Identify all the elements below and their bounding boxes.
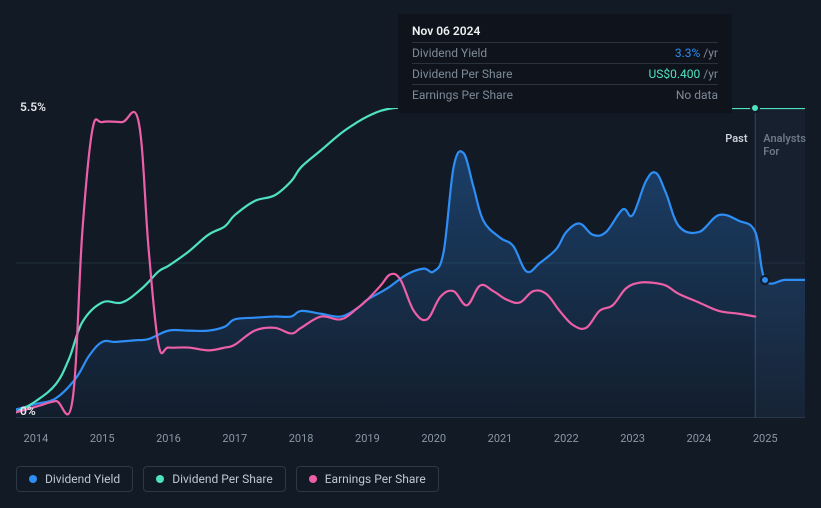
x-axis-tick: 2015 xyxy=(90,432,115,445)
legend-dot-icon xyxy=(156,475,164,483)
x-axis-tick: 2018 xyxy=(289,432,314,445)
legend-dot-icon xyxy=(29,475,37,483)
x-axis-tick: 2022 xyxy=(554,432,579,445)
x-axis-tick: 2017 xyxy=(222,432,247,445)
x-axis-tick: 2023 xyxy=(620,432,645,445)
x-axis-tick: 2020 xyxy=(421,432,446,445)
chart-plot[interactable] xyxy=(16,108,805,418)
tooltip-row-label: Earnings Per Share xyxy=(412,88,513,102)
tooltip-row-label: Dividend Per Share xyxy=(412,67,513,81)
tooltip-row-unit: /yr xyxy=(703,67,718,81)
tooltip-row: Dividend Per Share US$0.400/yr xyxy=(412,63,718,84)
tooltip-row-value: No data xyxy=(676,88,718,102)
forecast-label: Analysts For xyxy=(763,132,806,158)
x-axis-tick: 2024 xyxy=(687,432,712,445)
tooltip-row: Dividend Yield 3.3%/yr xyxy=(412,42,718,63)
legend-item-dividend-per-share[interactable]: Dividend Per Share xyxy=(143,466,286,492)
legend-dot-icon xyxy=(309,475,317,483)
tooltip-row-value-wrap: No data xyxy=(676,88,718,102)
tooltip-row: Earnings Per Share No data xyxy=(412,84,718,105)
tooltip-row-value: 3.3% xyxy=(675,46,700,60)
legend-item-label: Earnings Per Share xyxy=(325,472,426,486)
dividend_yield-end-marker xyxy=(760,275,770,285)
x-axis-tick: 2016 xyxy=(156,432,181,445)
tooltip-row-label: Dividend Yield xyxy=(412,46,487,60)
chart-legend: Dividend Yield Dividend Per Share Earnings… xyxy=(16,466,439,492)
legend-item-label: Dividend Yield xyxy=(45,472,120,486)
y-axis-label: 0% xyxy=(20,404,36,418)
legend-item-label: Dividend Per Share xyxy=(172,472,273,486)
dividend_per_share-end-marker xyxy=(750,103,760,113)
tooltip-row-value-wrap: US$0.400/yr xyxy=(649,67,719,81)
tooltip-row-value-wrap: 3.3%/yr xyxy=(675,46,718,60)
tooltip-date: Nov 06 2024 xyxy=(412,22,718,42)
legend-item-earnings-per-share[interactable]: Earnings Per Share xyxy=(296,466,439,492)
x-axis-tick: 2019 xyxy=(355,432,380,445)
x-axis-tick: 2021 xyxy=(488,432,513,445)
x-axis: 2014 2015 2016 2017 2018 2019 2020 2021 2022 2023… xyxy=(16,432,805,450)
legend-item-dividend-yield[interactable]: Dividend Yield xyxy=(16,466,133,492)
chart-tooltip: Nov 06 2024 Dividend Yield3.3%/yrDividen… xyxy=(398,14,732,113)
tooltip-row-value: US$0.400 xyxy=(649,67,701,81)
y-axis-label: 5.5% xyxy=(20,100,46,114)
x-axis-tick: 2014 xyxy=(24,432,49,445)
x-axis-tick: 2025 xyxy=(753,432,778,445)
past-label: Past xyxy=(725,132,747,145)
tooltip-row-unit: /yr xyxy=(703,46,718,60)
